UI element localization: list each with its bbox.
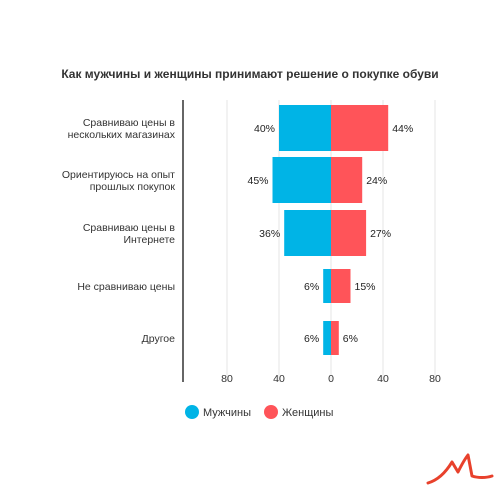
data-label: 15% (355, 281, 376, 293)
chart-title: Как мужчины и женщины принимают решение … (61, 67, 438, 81)
logo-mark (426, 453, 494, 485)
data-label: 6% (304, 281, 319, 293)
data-label: 24% (366, 175, 387, 187)
bar-women (331, 321, 339, 355)
legend: Мужчины Женщины (185, 405, 333, 419)
bar-men (272, 157, 331, 203)
bar-women (331, 157, 363, 203)
category-label: Другое (142, 333, 176, 345)
x-tick-label: 80 (429, 373, 441, 385)
data-label: 6% (304, 333, 319, 345)
brand-logo (426, 453, 494, 485)
legend-swatch (185, 405, 199, 419)
data-label: 36% (259, 228, 280, 240)
x-tick-label: 0 (328, 373, 334, 385)
legend-swatch (264, 405, 278, 419)
category-label: Сравниваю цены в Интернете (83, 222, 176, 246)
category-label: Не сравниваю цены (77, 281, 175, 293)
x-tick-label: 40 (377, 373, 389, 385)
bar-women (331, 269, 351, 303)
bar-men (323, 269, 331, 303)
data-label: 6% (343, 333, 358, 345)
bar-men (284, 210, 331, 256)
bars: 40% 45% 36% 6% 6% 44% 24% 27% 15% 6% (247, 105, 413, 355)
category-labels: Сравниваю цены в нескольких магазинах Орие… (62, 117, 176, 345)
data-label: 27% (370, 228, 391, 240)
legend-label: Женщины (282, 407, 333, 419)
x-tick-label: 40 (273, 373, 285, 385)
legend-label: Мужчины (203, 407, 251, 419)
bar-men (323, 321, 331, 355)
x-tick-labels: 80 40 0 40 80 (221, 373, 441, 385)
data-label: 40% (254, 123, 275, 135)
category-label: Ориентируюсь на опыт прошлых покупок (62, 169, 176, 193)
category-label: Сравниваю цены в нескольких магазинах (68, 117, 176, 141)
data-label: 45% (247, 175, 268, 187)
bar-women (331, 105, 389, 151)
bar-women (331, 210, 367, 256)
x-tick-label: 80 (221, 373, 233, 385)
bar-men (279, 105, 331, 151)
data-label: 44% (392, 123, 413, 135)
